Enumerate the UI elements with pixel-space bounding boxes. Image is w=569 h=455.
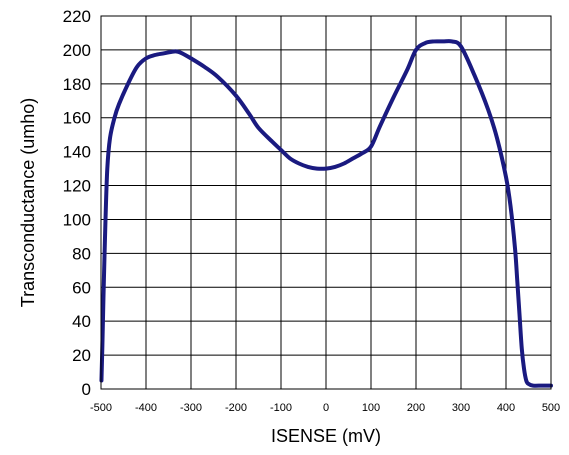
y-tick-label: 180 xyxy=(63,75,91,94)
series-line xyxy=(99,39,553,388)
y-tick-label: 80 xyxy=(72,244,91,263)
y-tick-label: 40 xyxy=(72,312,91,331)
y-tick-label: 140 xyxy=(63,143,91,162)
plot-frame xyxy=(100,15,552,390)
x-tick-label: 100 xyxy=(362,402,380,414)
y-tick-label: 220 xyxy=(63,7,91,26)
x-tick-label: -300 xyxy=(180,402,202,414)
x-tick-label: 200 xyxy=(407,402,425,414)
x-tick-label: -400 xyxy=(135,402,157,414)
y-tick-label: 100 xyxy=(63,210,91,229)
y-tick-label: 0 xyxy=(82,380,91,399)
x-tick-label: -200 xyxy=(225,402,247,414)
x-tick-label: -500 xyxy=(90,402,112,414)
x-tick-label: 300 xyxy=(452,402,470,414)
x-axis-label: ISENSE (mV) xyxy=(271,426,381,446)
x-tick-label: 500 xyxy=(542,402,560,414)
y-tick-label: 60 xyxy=(72,278,91,297)
y-axis-label: Transconductance (umho) xyxy=(18,98,38,307)
x-tick-label: -100 xyxy=(270,402,292,414)
x-tick-label: 0 xyxy=(323,402,329,414)
grid xyxy=(100,15,552,390)
x-tick-label: 400 xyxy=(497,402,515,414)
y-tick-label: 160 xyxy=(63,109,91,128)
y-tick-label: 120 xyxy=(63,177,91,196)
series-layer xyxy=(99,39,553,388)
tick-labels: -500 -400 -300 -200 -100 0 100 200 300 400 500 0 20 4… xyxy=(63,7,561,414)
y-tick-label: 20 xyxy=(72,346,91,365)
y-tick-label: 200 xyxy=(63,41,91,60)
